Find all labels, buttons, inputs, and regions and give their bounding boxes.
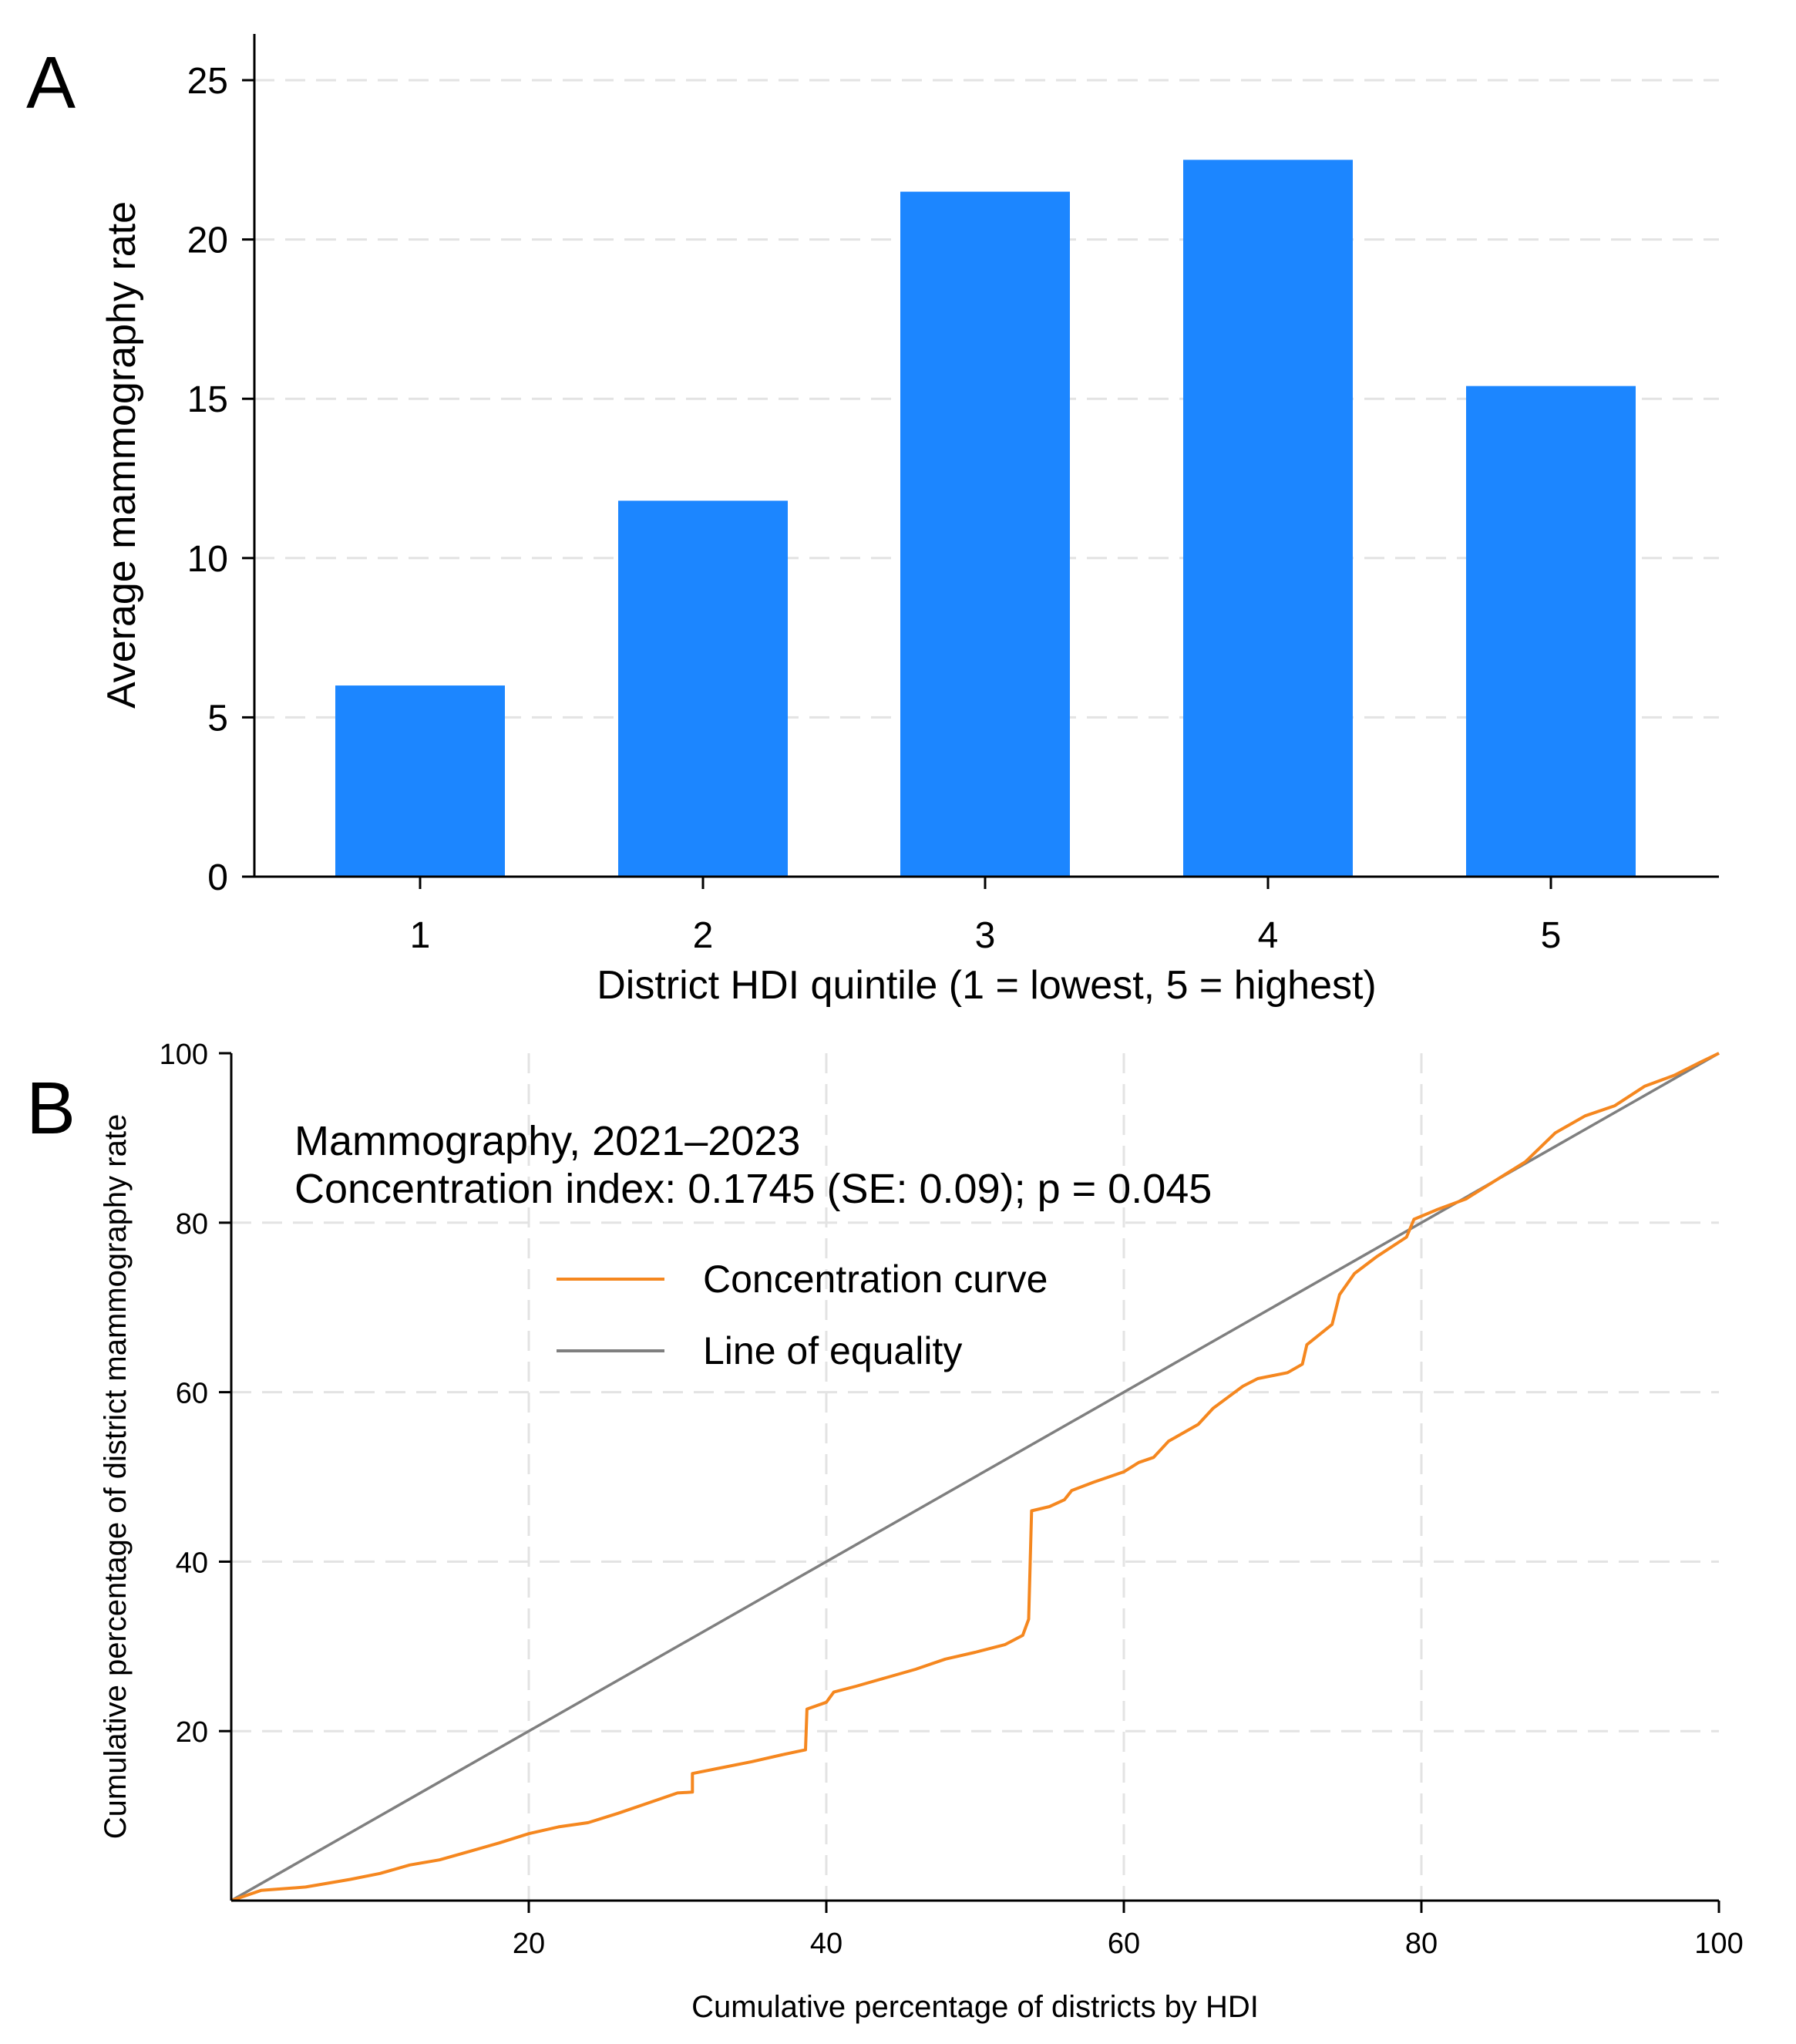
panel-a-x-tick-label: 1 [410, 915, 431, 956]
concentration-curve-line [230, 1052, 1720, 1902]
panel-b-y-tick-label: 40 [176, 1547, 208, 1579]
panel-b-x-tick-label: 100 [1694, 1928, 1743, 1960]
panel-a-x-tick-label: 3 [975, 915, 996, 956]
panel-a-y-tick-label: 25 [187, 61, 228, 102]
panel-b-y-tick-label: 60 [176, 1378, 208, 1410]
panel-b-x-label: Cumulative percentage of districts by HD… [691, 1990, 1259, 2024]
bar-quintile-2 [618, 500, 788, 877]
panel-b-x-tick-label: 80 [1405, 1928, 1438, 1960]
panel-b-y-tick-label: 100 [160, 1039, 208, 1071]
panel-b-gridlines [231, 1053, 1719, 1901]
panel-b: B 20 40 60 80 100 20 40 60 80 100 Cumulative per… [26, 1039, 1744, 2024]
panel-a-y-tick-label: 5 [207, 698, 228, 739]
panel-b-x-tick-label: 60 [1108, 1928, 1140, 1960]
panel-a-x-tick-label: 5 [1541, 915, 1562, 956]
panel-b-x-ticks: 20 40 60 80 100 [513, 1901, 1744, 1960]
panel-b-letter: B [26, 1067, 76, 1150]
panel-a-y-tick-label: 0 [207, 857, 228, 898]
panel-a-y-ticks: 0 5 10 15 20 25 [187, 61, 254, 898]
panel-a-x-tick-label: 2 [693, 915, 714, 956]
panel-a-letter: A [26, 42, 76, 124]
bar-quintile-4 [1183, 160, 1353, 877]
panel-b-x-tick-label: 20 [513, 1928, 545, 1960]
panel-a-y-tick-label: 10 [187, 539, 228, 580]
panel-a-x-ticks: 1 2 3 4 5 [410, 877, 1562, 956]
panel-b-y-ticks: 20 40 60 80 100 [160, 1039, 231, 1749]
legend: Concentration curve Line of equality [557, 1258, 1048, 1372]
panel-b-x-tick-label: 40 [810, 1928, 843, 1960]
annotation-concentration-index: Concentration index: 0.1745 (SE: 0.09); … [294, 1166, 1212, 1212]
panel-a-x-label: District HDI quintile (1 = lowest, 5 = h… [597, 963, 1377, 1008]
panel-a-x-tick-label: 4 [1258, 915, 1279, 956]
panel-b-y-label: Cumulative percentage of district mammog… [99, 1114, 133, 1839]
legend-label-line-of-equality: Line of equality [703, 1329, 962, 1372]
legend-label-concentration-curve: Concentration curve [703, 1258, 1048, 1301]
panel-a-y-tick-label: 15 [187, 379, 228, 420]
panel-b-y-tick-label: 80 [176, 1208, 208, 1241]
panel-a: A 0 5 10 15 20 25 1 2 3 4 5 District HDI quintile… [26, 34, 1719, 1008]
bar-quintile-5 [1466, 386, 1636, 877]
annotation-title: Mammography, 2021–2023 [294, 1118, 800, 1164]
panel-b-y-tick-label: 20 [176, 1716, 208, 1749]
panel-a-y-tick-label: 20 [187, 221, 228, 261]
panel-b-lines [230, 1052, 1720, 1902]
bar-quintile-1 [335, 685, 505, 877]
panel-a-y-label: Average mammography rate [99, 201, 144, 709]
panel-a-bars [335, 160, 1636, 877]
bar-quintile-3 [900, 191, 1070, 877]
